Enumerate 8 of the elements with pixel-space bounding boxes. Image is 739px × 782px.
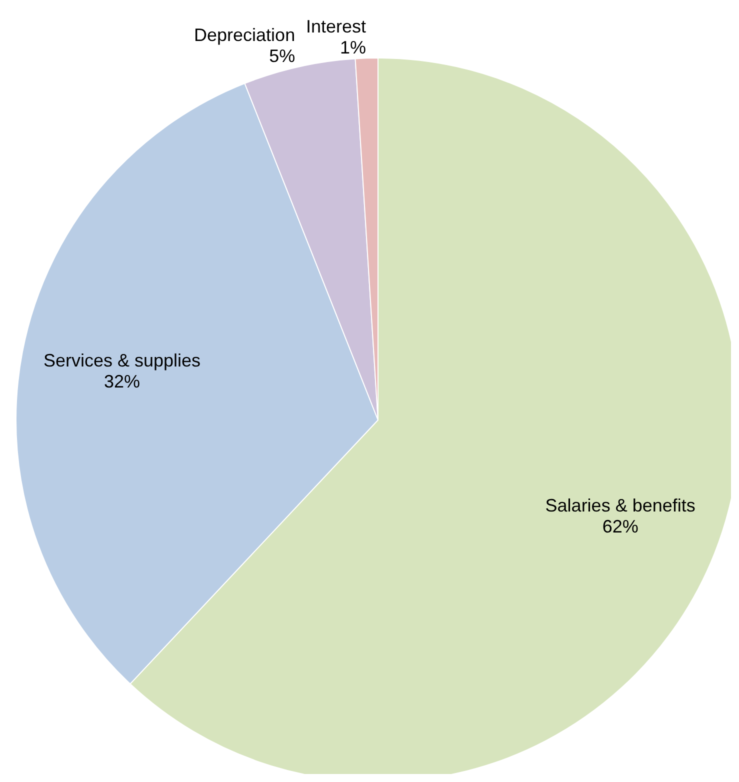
data-label: 62% [602,516,638,536]
data-label: 5% [269,46,296,66]
slice-label: Interest [306,16,366,37]
slice-label: Salaries & benefits [545,495,696,516]
slice-label: Depreciation [194,25,296,46]
slice-label: Services & supplies [43,350,201,371]
data-label: 32% [104,372,140,392]
data-label: 1% [340,38,366,58]
